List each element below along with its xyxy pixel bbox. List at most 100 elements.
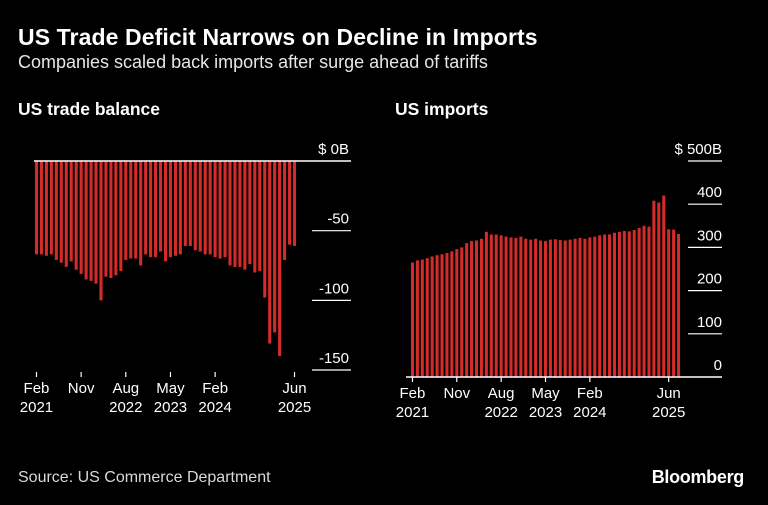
trade-balance-bar	[34, 161, 39, 255]
imports-bar	[583, 238, 587, 377]
trade-balance-bar	[74, 161, 78, 270]
imports-bar	[445, 253, 449, 377]
trade-balance-x-tick-year: 2021	[20, 399, 53, 416]
source-note: Source: US Commerce Department	[18, 469, 271, 486]
imports-bar	[415, 260, 419, 377]
imports-x-tick-label: May	[531, 385, 560, 402]
trade-balance-bar	[79, 161, 83, 274]
trade-balance-bar	[218, 161, 222, 259]
imports-bar	[460, 247, 464, 377]
imports-bar	[627, 231, 631, 377]
trade-balance-y-tick-label: -50	[327, 211, 349, 228]
imports-bar	[588, 237, 592, 377]
imports-bars	[410, 195, 681, 377]
imports-bar	[553, 239, 557, 377]
trade-balance-bar	[258, 161, 262, 272]
trade-balance-bar	[39, 161, 43, 255]
trade-balance-x-tick-label: Nov	[68, 380, 95, 397]
trade-balance-bar	[273, 161, 277, 333]
trade-balance-panel-title: US trade balance	[18, 99, 160, 119]
imports-bar	[642, 225, 646, 377]
trade-balance-x-tick-label: Jun	[282, 380, 306, 397]
trade-balance-bar	[99, 161, 103, 301]
trade-balance-bar	[114, 161, 118, 276]
imports-bar	[465, 243, 469, 377]
imports-bar	[430, 256, 434, 377]
trade-balance-y-tick-label: -100	[319, 280, 349, 297]
imports-x-tick-year: 2022	[484, 404, 517, 421]
imports-y-axis: $ 500B 400 300 200 100 0	[674, 141, 722, 374]
imports-bar	[435, 255, 439, 377]
trade-balance-bar	[104, 161, 108, 277]
imports-bar	[455, 249, 459, 377]
imports-bar	[617, 231, 621, 377]
imports-bar	[548, 239, 552, 377]
trade-balance-bar	[119, 161, 123, 272]
imports-bar	[677, 234, 681, 377]
trade-balance-y-tick-label: -150	[319, 350, 349, 367]
imports-bar	[667, 229, 671, 377]
imports-bar	[504, 236, 508, 377]
trade-balance-bar	[94, 161, 98, 284]
trade-balance-bar	[44, 161, 48, 256]
trade-balance-bar	[248, 161, 252, 265]
trade-balance-bar	[84, 161, 88, 280]
trade-balance-bar	[154, 161, 158, 258]
imports-bar	[474, 240, 479, 377]
imports-bar	[672, 229, 676, 377]
imports-bar	[410, 262, 414, 377]
trade-balance-bar	[134, 161, 138, 259]
imports-bar	[563, 240, 567, 377]
imports-bar	[509, 237, 513, 377]
trade-balance-bar	[149, 161, 153, 258]
trade-balance-bar	[278, 161, 282, 357]
imports-bar	[499, 235, 503, 377]
chart-title: US Trade Deficit Narrows on Decline in I…	[18, 24, 538, 50]
imports-bar	[662, 195, 666, 377]
imports-x-tick-label: Nov	[443, 385, 470, 402]
trade-balance-bar	[228, 161, 232, 266]
trade-balance-bar	[173, 161, 177, 256]
trade-balance-x-tick-label: Feb	[202, 380, 228, 397]
trade-balance-bar	[159, 161, 163, 252]
imports-bar	[494, 234, 498, 377]
imports-bar	[622, 230, 626, 377]
imports-y-tick-label: 200	[697, 271, 722, 288]
imports-y-tick-label: 300	[697, 227, 722, 244]
trade-balance-bar	[208, 161, 212, 255]
imports-bar	[647, 226, 651, 377]
imports-bar	[519, 236, 523, 377]
imports-bar	[484, 231, 488, 377]
trade-balance-bar	[49, 161, 53, 255]
trade-balance-bar	[193, 161, 197, 251]
imports-bar	[420, 259, 424, 377]
imports-bar	[479, 238, 483, 377]
imports-x-tick-label: Aug	[488, 385, 515, 402]
trade-balance-bar	[213, 161, 217, 258]
trade-balance-bar	[198, 161, 202, 252]
trade-balance-x-tick-label: Feb	[24, 380, 50, 397]
imports-bar	[450, 251, 454, 377]
imports-bar	[612, 232, 616, 377]
imports-bar	[440, 254, 444, 377]
trade-balance-y-tick-label: $ 0B	[318, 141, 349, 158]
imports-bar	[632, 230, 636, 377]
imports-x-tick-label: Feb	[400, 385, 426, 402]
imports-bar	[608, 234, 612, 377]
trade-balance-bar	[223, 161, 227, 258]
trade-balance-bar	[188, 161, 192, 247]
imports-bar	[598, 235, 602, 377]
imports-chart: $ 500B 400 300 200 100 0 Feb 2021 Nov Aug 2022 May…	[396, 141, 722, 421]
imports-bar	[470, 240, 474, 377]
imports-bar	[578, 237, 582, 377]
trade-balance-bar	[89, 161, 93, 281]
trade-balance-bar	[69, 161, 73, 262]
trade-balance-x-tick-year: 2025	[278, 399, 311, 416]
trade-balance-bar	[139, 161, 143, 266]
trade-balance-bar	[109, 161, 113, 279]
trade-balance-x-tick-label: Aug	[112, 380, 139, 397]
trade-balance-bar	[59, 161, 63, 263]
trade-balance-bar	[178, 161, 182, 255]
trade-balance-bar	[288, 161, 292, 245]
